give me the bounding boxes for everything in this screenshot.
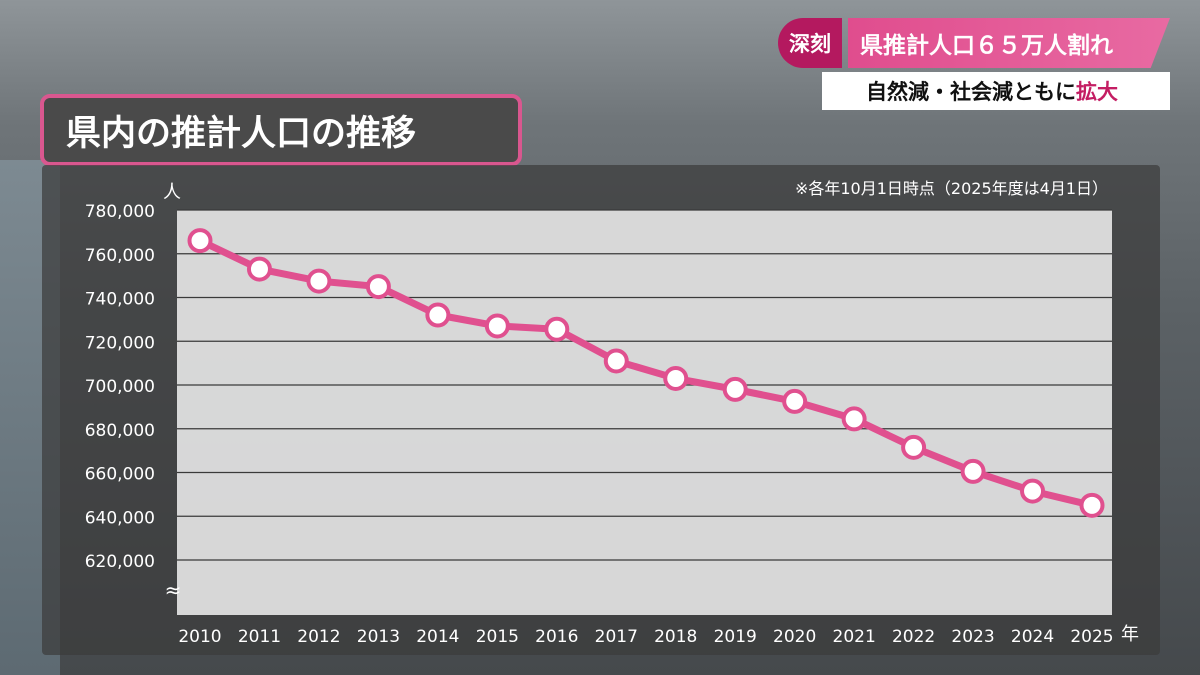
data-point: [901, 434, 927, 460]
caption-headline: 県推計人口６５万人割れ: [848, 18, 1170, 68]
data-point: [1079, 492, 1105, 518]
chart-note: ※各年10月1日時点（2025年度は4月1日）: [795, 179, 1108, 198]
data-point: [722, 376, 748, 402]
data-point: [663, 365, 689, 391]
caption-subheadline-main: 自然減・社会減ともに: [866, 80, 1076, 104]
data-point: [187, 228, 213, 254]
x-tick-label: 2021: [833, 627, 876, 647]
x-tick-label: 2012: [297, 627, 340, 647]
x-tick-label: 2018: [654, 627, 697, 647]
x-tick-label: 2010: [178, 627, 221, 647]
x-tick-label: 2015: [476, 627, 519, 647]
data-point: [841, 406, 867, 432]
y-tick-label: 680,000: [85, 421, 155, 441]
x-tick-label: 2020: [773, 627, 816, 647]
x-tick-label: 2022: [892, 627, 935, 647]
data-point: [603, 348, 629, 374]
y-tick-label: 620,000: [85, 552, 155, 572]
series-line: [196, 237, 1096, 509]
y-tick-label: 740,000: [85, 290, 155, 310]
y-axis-unit: 人: [163, 182, 181, 203]
y-tick-label: 700,000: [85, 377, 155, 397]
data-point: [425, 302, 451, 328]
y-tick-label: 640,000: [85, 508, 155, 528]
axis-break-mark: ≈: [165, 578, 182, 602]
data-point: [484, 313, 510, 339]
data-point: [782, 388, 808, 414]
x-tick-label: 2024: [1011, 627, 1054, 647]
data-point: [544, 316, 570, 342]
data-point: [306, 268, 332, 294]
news-caption: 深刻 県推計人口６５万人割れ: [778, 18, 1170, 68]
data-point: [1020, 478, 1046, 504]
y-tick-label: 780,000: [85, 202, 155, 222]
y-tick-label: 720,000: [85, 333, 155, 353]
x-tick-label: 2017: [595, 627, 638, 647]
x-tick-label: 2025: [1070, 627, 1113, 647]
x-tick-label: 2013: [357, 627, 400, 647]
y-tick-label: 660,000: [85, 465, 155, 485]
data-point: [960, 458, 986, 484]
caption-subheadline: 自然減・社会減ともに 拡大: [822, 72, 1170, 110]
x-tick-label: 2023: [951, 627, 994, 647]
plot-area: [177, 210, 1112, 615]
x-axis-unit: 年: [1121, 624, 1139, 645]
data-point: [246, 256, 272, 282]
data-point: [365, 274, 391, 300]
x-tick-label: 2016: [535, 627, 578, 647]
x-tick-label: 2019: [714, 627, 757, 647]
x-tick-label: 2014: [416, 627, 459, 647]
caption-subheadline-accent: 拡大: [1076, 80, 1118, 104]
caption-badge: 深刻: [778, 18, 842, 68]
x-tick-label: 2011: [238, 627, 281, 647]
y-tick-label: 760,000: [85, 246, 155, 266]
chart-title: 県内の推計人口の推移: [40, 94, 522, 166]
